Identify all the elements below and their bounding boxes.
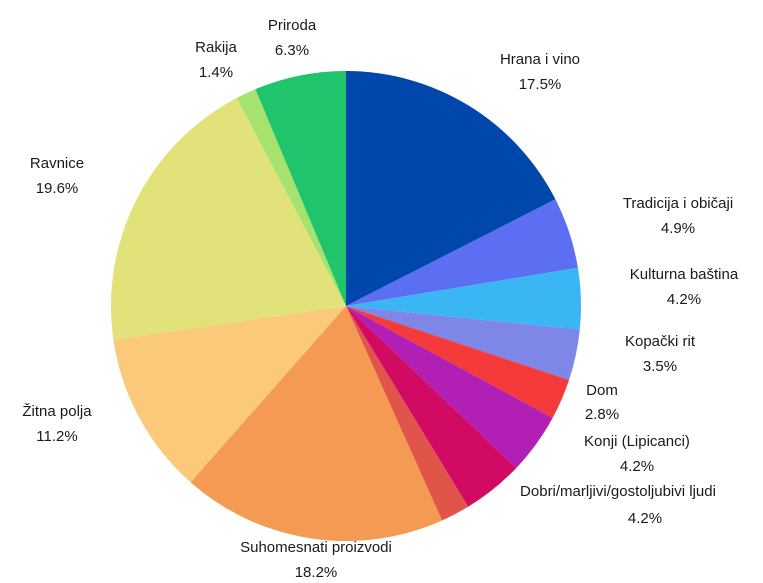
slice-label-name: Konji (Lipicanci): [584, 433, 690, 450]
slice-label-value: 4.9%: [661, 220, 695, 237]
slice-label-name: Priroda: [268, 17, 317, 34]
slice-label-value: 19.6%: [36, 180, 79, 197]
slice-label-value: 4.2%: [620, 458, 654, 475]
pie-slice: [346, 71, 556, 306]
pie-slice: [346, 306, 553, 468]
slice-label-name: Hrana i vino: [500, 51, 580, 68]
slice-label-name: Kulturna baština: [630, 266, 739, 283]
pie-slice: [346, 306, 469, 521]
slice-label-value: 17.5%: [519, 76, 562, 93]
pie-slice: [255, 71, 346, 306]
slice-label-value: 11.2%: [36, 428, 77, 445]
slice-label-value: 4.2%: [667, 291, 701, 308]
pie-slice: [111, 97, 346, 340]
pie-slice: [346, 306, 570, 418]
pie-slices: [111, 71, 581, 541]
slice-label-name: Ravnice: [30, 155, 84, 172]
pie-slice: [346, 267, 581, 330]
pie-slice: [346, 306, 517, 507]
pie-labels: Hrana i vino 17.5% Tradicija i običaji 4…: [22, 17, 738, 581]
pie-slice: [346, 306, 580, 381]
pie-slice: [113, 306, 346, 483]
slice-label-value: 1.4%: [199, 64, 233, 81]
slice-label-name: Žitna polja: [22, 403, 92, 420]
slice-label-name: Kopački rit: [625, 333, 696, 350]
slice-label-name: Dobri/marljivi/gostoljubivi ljudi: [520, 483, 716, 500]
slice-label-value: 4.2%: [628, 510, 662, 527]
slice-label-name: Tradicija i običaji: [623, 195, 733, 212]
slice-label-value: 3.5%: [643, 358, 677, 375]
slice-label-value: 2.8%: [585, 406, 619, 423]
slice-label-name: Dom: [586, 382, 618, 399]
pie-slice: [346, 199, 578, 306]
pie-slice: [236, 89, 346, 306]
slice-label-value: 18.2%: [295, 564, 338, 581]
slice-label-value: 6.3%: [275, 42, 309, 59]
slice-label-name: Suhomesnati proizvodi: [240, 539, 392, 556]
slice-label-name: Rakija: [195, 39, 237, 56]
pie-slice: [190, 306, 443, 541]
